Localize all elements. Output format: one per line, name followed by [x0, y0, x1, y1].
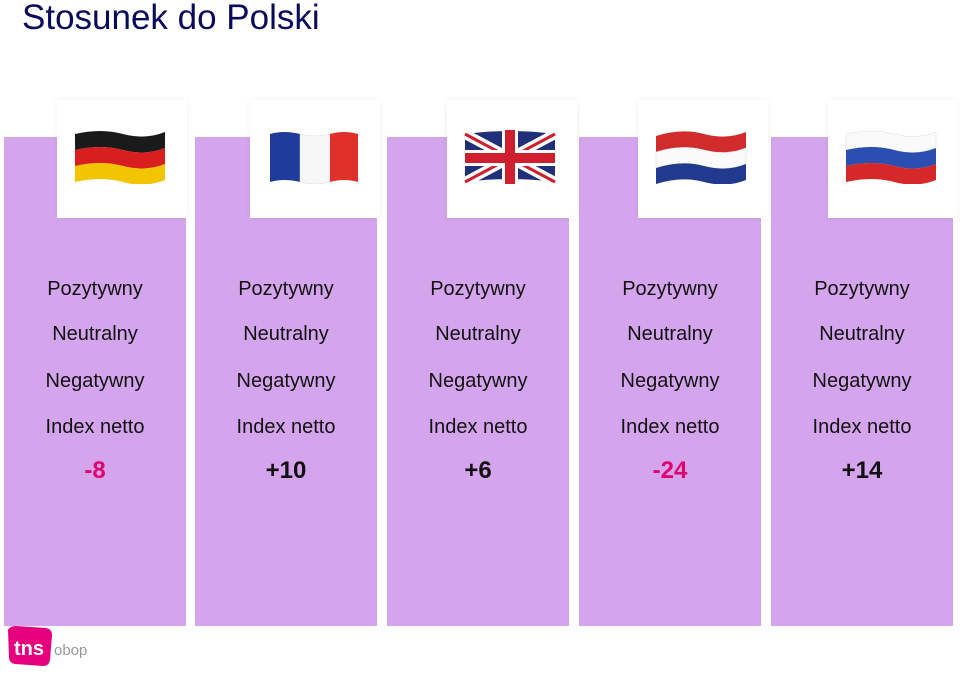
index-value-netherlands: -24 [652, 457, 688, 484]
country-column-russia [771, 137, 953, 626]
label-index: Index netto [812, 416, 912, 438]
label-index: Index netto [428, 416, 528, 438]
label-negative: Negatywny [236, 370, 336, 392]
country-column-uk [387, 137, 569, 626]
page-title: Stosunek do Polski [22, 0, 320, 37]
label-negative: Negatywny [45, 370, 145, 392]
index-value-france: +10 [265, 457, 307, 484]
label-negative: Negatywny [428, 370, 528, 392]
label-negative: Negatywny [812, 370, 912, 392]
logo-sub-text: obop [54, 642, 87, 659]
label-positive: Pozytywny [238, 278, 334, 300]
label-index: Index netto [620, 416, 720, 438]
russia-flag-icon [845, 130, 937, 184]
label-negative: Negatywny [620, 370, 720, 392]
label-neutral: Neutralny [627, 323, 713, 345]
label-positive: Pozytywny [47, 278, 143, 300]
label-index: Index netto [45, 416, 145, 438]
country-column-netherlands [579, 137, 761, 626]
flag-card-germany [57, 100, 187, 218]
country-column-germany [4, 137, 186, 626]
france-flag-icon [270, 132, 358, 184]
label-neutral: Neutralny [435, 323, 521, 345]
index-value-russia: +14 [841, 457, 883, 484]
logo-brand-text: tns [14, 638, 44, 660]
germany-flag-icon [75, 131, 165, 184]
country-column-france [195, 137, 377, 626]
uk-flag-icon [462, 129, 558, 184]
label-positive: Pozytywny [622, 278, 718, 300]
label-positive: Pozytywny [814, 278, 910, 300]
flag-card-netherlands [638, 100, 768, 218]
tns-obop-logo: tns obop [6, 624, 88, 668]
index-value-uk: +6 [464, 457, 492, 484]
label-neutral: Neutralny [819, 323, 905, 345]
label-index: Index netto [236, 416, 336, 438]
label-positive: Pozytywny [430, 278, 526, 300]
flag-card-uk [447, 100, 577, 218]
flag-card-france [250, 100, 380, 218]
label-neutral: Neutralny [243, 323, 329, 345]
netherlands-flag-icon [655, 131, 747, 184]
flag-card-russia [828, 100, 958, 218]
label-neutral: Neutralny [52, 323, 138, 345]
index-value-germany: -8 [84, 457, 106, 484]
